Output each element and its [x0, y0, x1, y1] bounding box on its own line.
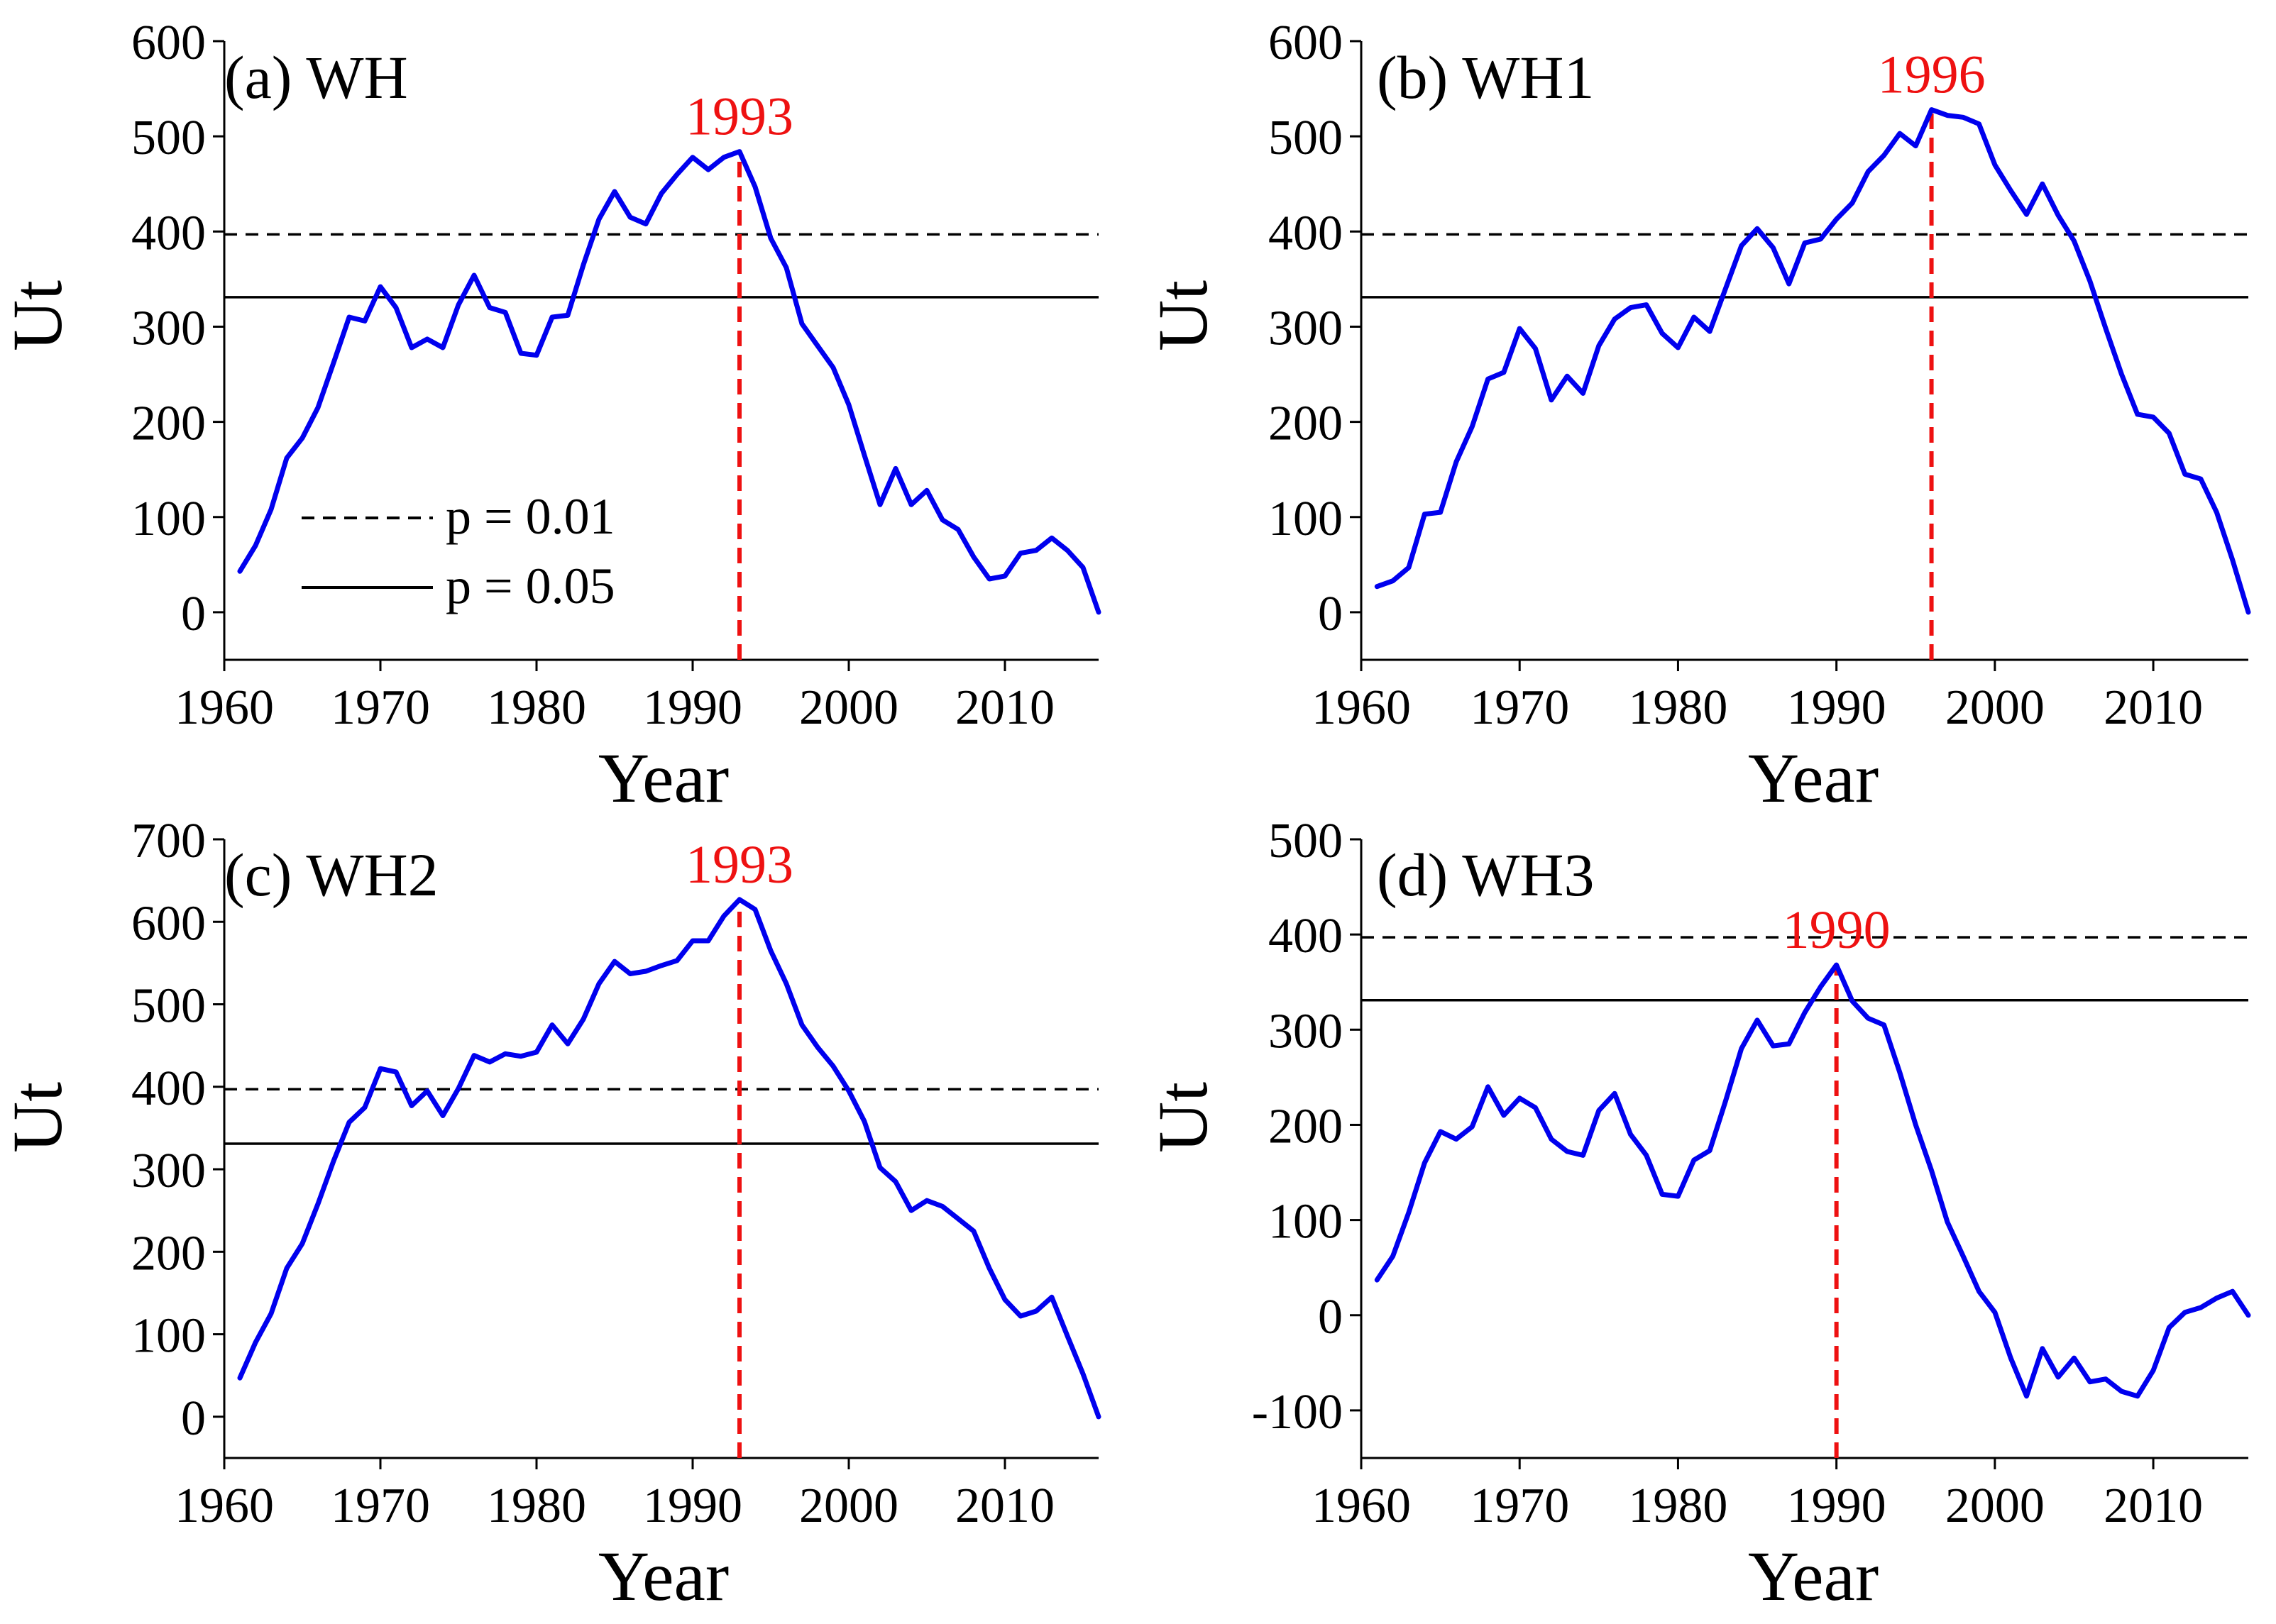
- panel-d-title: (d) WH3: [1377, 841, 1595, 909]
- panel-a-legend: p = 0.01 p = 0.05: [302, 488, 615, 614]
- y-tick-label: 500: [1268, 814, 1343, 868]
- x-tick-label: 2000: [1945, 1479, 2045, 1533]
- legend-dashed-label: p = 0.01: [446, 488, 615, 545]
- y-tick-label: 100: [1268, 1195, 1343, 1249]
- panel-c: (c) WH2 Ut Year: [0, 841, 729, 1615]
- y-tick-label: 100: [1268, 492, 1343, 546]
- x-tick-label: 1980: [487, 1479, 586, 1533]
- y-tick-label: 300: [1268, 1004, 1343, 1059]
- y-tick-label: 400: [1268, 909, 1343, 963]
- panel-c-ylabel: Ut: [0, 1082, 77, 1153]
- y-tick-label: -100: [1252, 1385, 1343, 1440]
- x-tick-label: 2010: [955, 1479, 1055, 1533]
- y-tick-label: 500: [131, 979, 206, 1034]
- series-line-wh1: [1374, 107, 2251, 615]
- panel-b-plot: 0 100 200 300 400 500 600 1960 1970 1980 1990 2000 2…: [1268, 16, 2251, 735]
- x-tick-label: 1990: [643, 1479, 742, 1533]
- y-tick-label: 0: [181, 1391, 206, 1446]
- x-tick-label: 1990: [1787, 1479, 1886, 1533]
- legend-solid-label: p = 0.05: [446, 558, 615, 614]
- panel-c-title: (c) WH2: [224, 841, 439, 909]
- y-tick-label: 0: [1318, 587, 1343, 641]
- series-line-wh: [237, 149, 1101, 615]
- panel-b: (b) WH1 Ut Year: [1143, 43, 1879, 817]
- y-tick-label: 300: [1268, 301, 1343, 355]
- change-point-label: 1996: [1878, 45, 1986, 105]
- change-point-label: 1990: [1783, 900, 1891, 960]
- x-tick-label: 1990: [1787, 680, 1886, 735]
- panel-b-title: (b) WH1: [1377, 43, 1595, 111]
- y-tick-label: 500: [131, 111, 206, 165]
- y-tick-label: 600: [1268, 16, 1343, 70]
- y-tick-label: 500: [1268, 111, 1343, 165]
- series-line-wh2: [237, 897, 1101, 1420]
- x-tick-label: 1990: [643, 680, 742, 735]
- x-tick-label: 1970: [331, 1479, 430, 1533]
- y-tick-label: 0: [1318, 1290, 1343, 1344]
- panel-c-xlabel: Year: [598, 1537, 729, 1615]
- y-tick-label: 200: [1268, 397, 1343, 451]
- x-tick-label: 2010: [2104, 680, 2203, 735]
- panel-a-plot: 0 100 200 300 400 500 600 1960 1970 1980 1990 2000 2…: [131, 16, 1101, 735]
- panel-d-plot: -100 0 100 200 300 400 500 1960 1970 1980 1990 2000…: [1252, 814, 2251, 1533]
- y-tick-label: 400: [1268, 206, 1343, 260]
- change-point-label: 1993: [686, 87, 793, 147]
- y-tick-label: 200: [1268, 1099, 1343, 1154]
- y-tick-label: 200: [131, 397, 206, 451]
- y-tick-label: 100: [131, 492, 206, 546]
- x-tick-label: 1960: [1312, 680, 1411, 735]
- panel-a: (a) WH Ut Year p = 0.01 p = 0.05: [0, 43, 729, 817]
- x-tick-label: 1970: [331, 680, 430, 735]
- y-tick-label: 600: [131, 16, 206, 70]
- x-tick-label: 2000: [799, 1479, 898, 1533]
- y-tick-label: 100: [131, 1309, 206, 1364]
- y-tick-label: 400: [131, 206, 206, 260]
- y-tick-label: 300: [131, 301, 206, 355]
- x-tick-label: 1960: [1312, 1479, 1411, 1533]
- panel-d: (d) WH3 Ut Year: [1143, 841, 1879, 1615]
- x-tick-label: 2000: [1945, 680, 2045, 735]
- y-tick-label: 200: [131, 1226, 206, 1281]
- panel-a-ylabel: Ut: [0, 280, 77, 351]
- x-tick-label: 2010: [2104, 1479, 2203, 1533]
- y-tick-label: 600: [131, 896, 206, 951]
- y-tick-label: 700: [131, 814, 206, 868]
- panel-c-plot: 0 100 200 300 400 500 600 700 1960 1970 1980 1990 20…: [131, 814, 1101, 1533]
- panel-a-title: (a) WH: [224, 43, 408, 111]
- panel-d-ylabel: Ut: [1143, 1082, 1222, 1153]
- x-tick-label: 1960: [175, 680, 274, 735]
- panel-b-ylabel: Ut: [1143, 280, 1222, 351]
- panel-d-xlabel: Year: [1748, 1537, 1879, 1615]
- x-tick-label: 2000: [799, 680, 898, 735]
- y-tick-label: 300: [131, 1144, 206, 1198]
- x-tick-label: 1970: [1470, 680, 1569, 735]
- y-tick-label: 0: [181, 587, 206, 641]
- x-tick-label: 1980: [1628, 680, 1727, 735]
- x-tick-label: 2010: [955, 680, 1055, 735]
- panel-b-xlabel: Year: [1748, 739, 1879, 817]
- change-point-label: 1993: [686, 835, 793, 895]
- x-tick-label: 1960: [175, 1479, 274, 1533]
- y-tick-label: 400: [131, 1061, 206, 1116]
- panel-a-xlabel: Year: [598, 739, 729, 817]
- x-tick-label: 1980: [487, 680, 586, 735]
- x-tick-label: 1980: [1628, 1479, 1727, 1533]
- x-tick-label: 1970: [1470, 1479, 1569, 1533]
- series-line-wh3: [1374, 962, 2251, 1399]
